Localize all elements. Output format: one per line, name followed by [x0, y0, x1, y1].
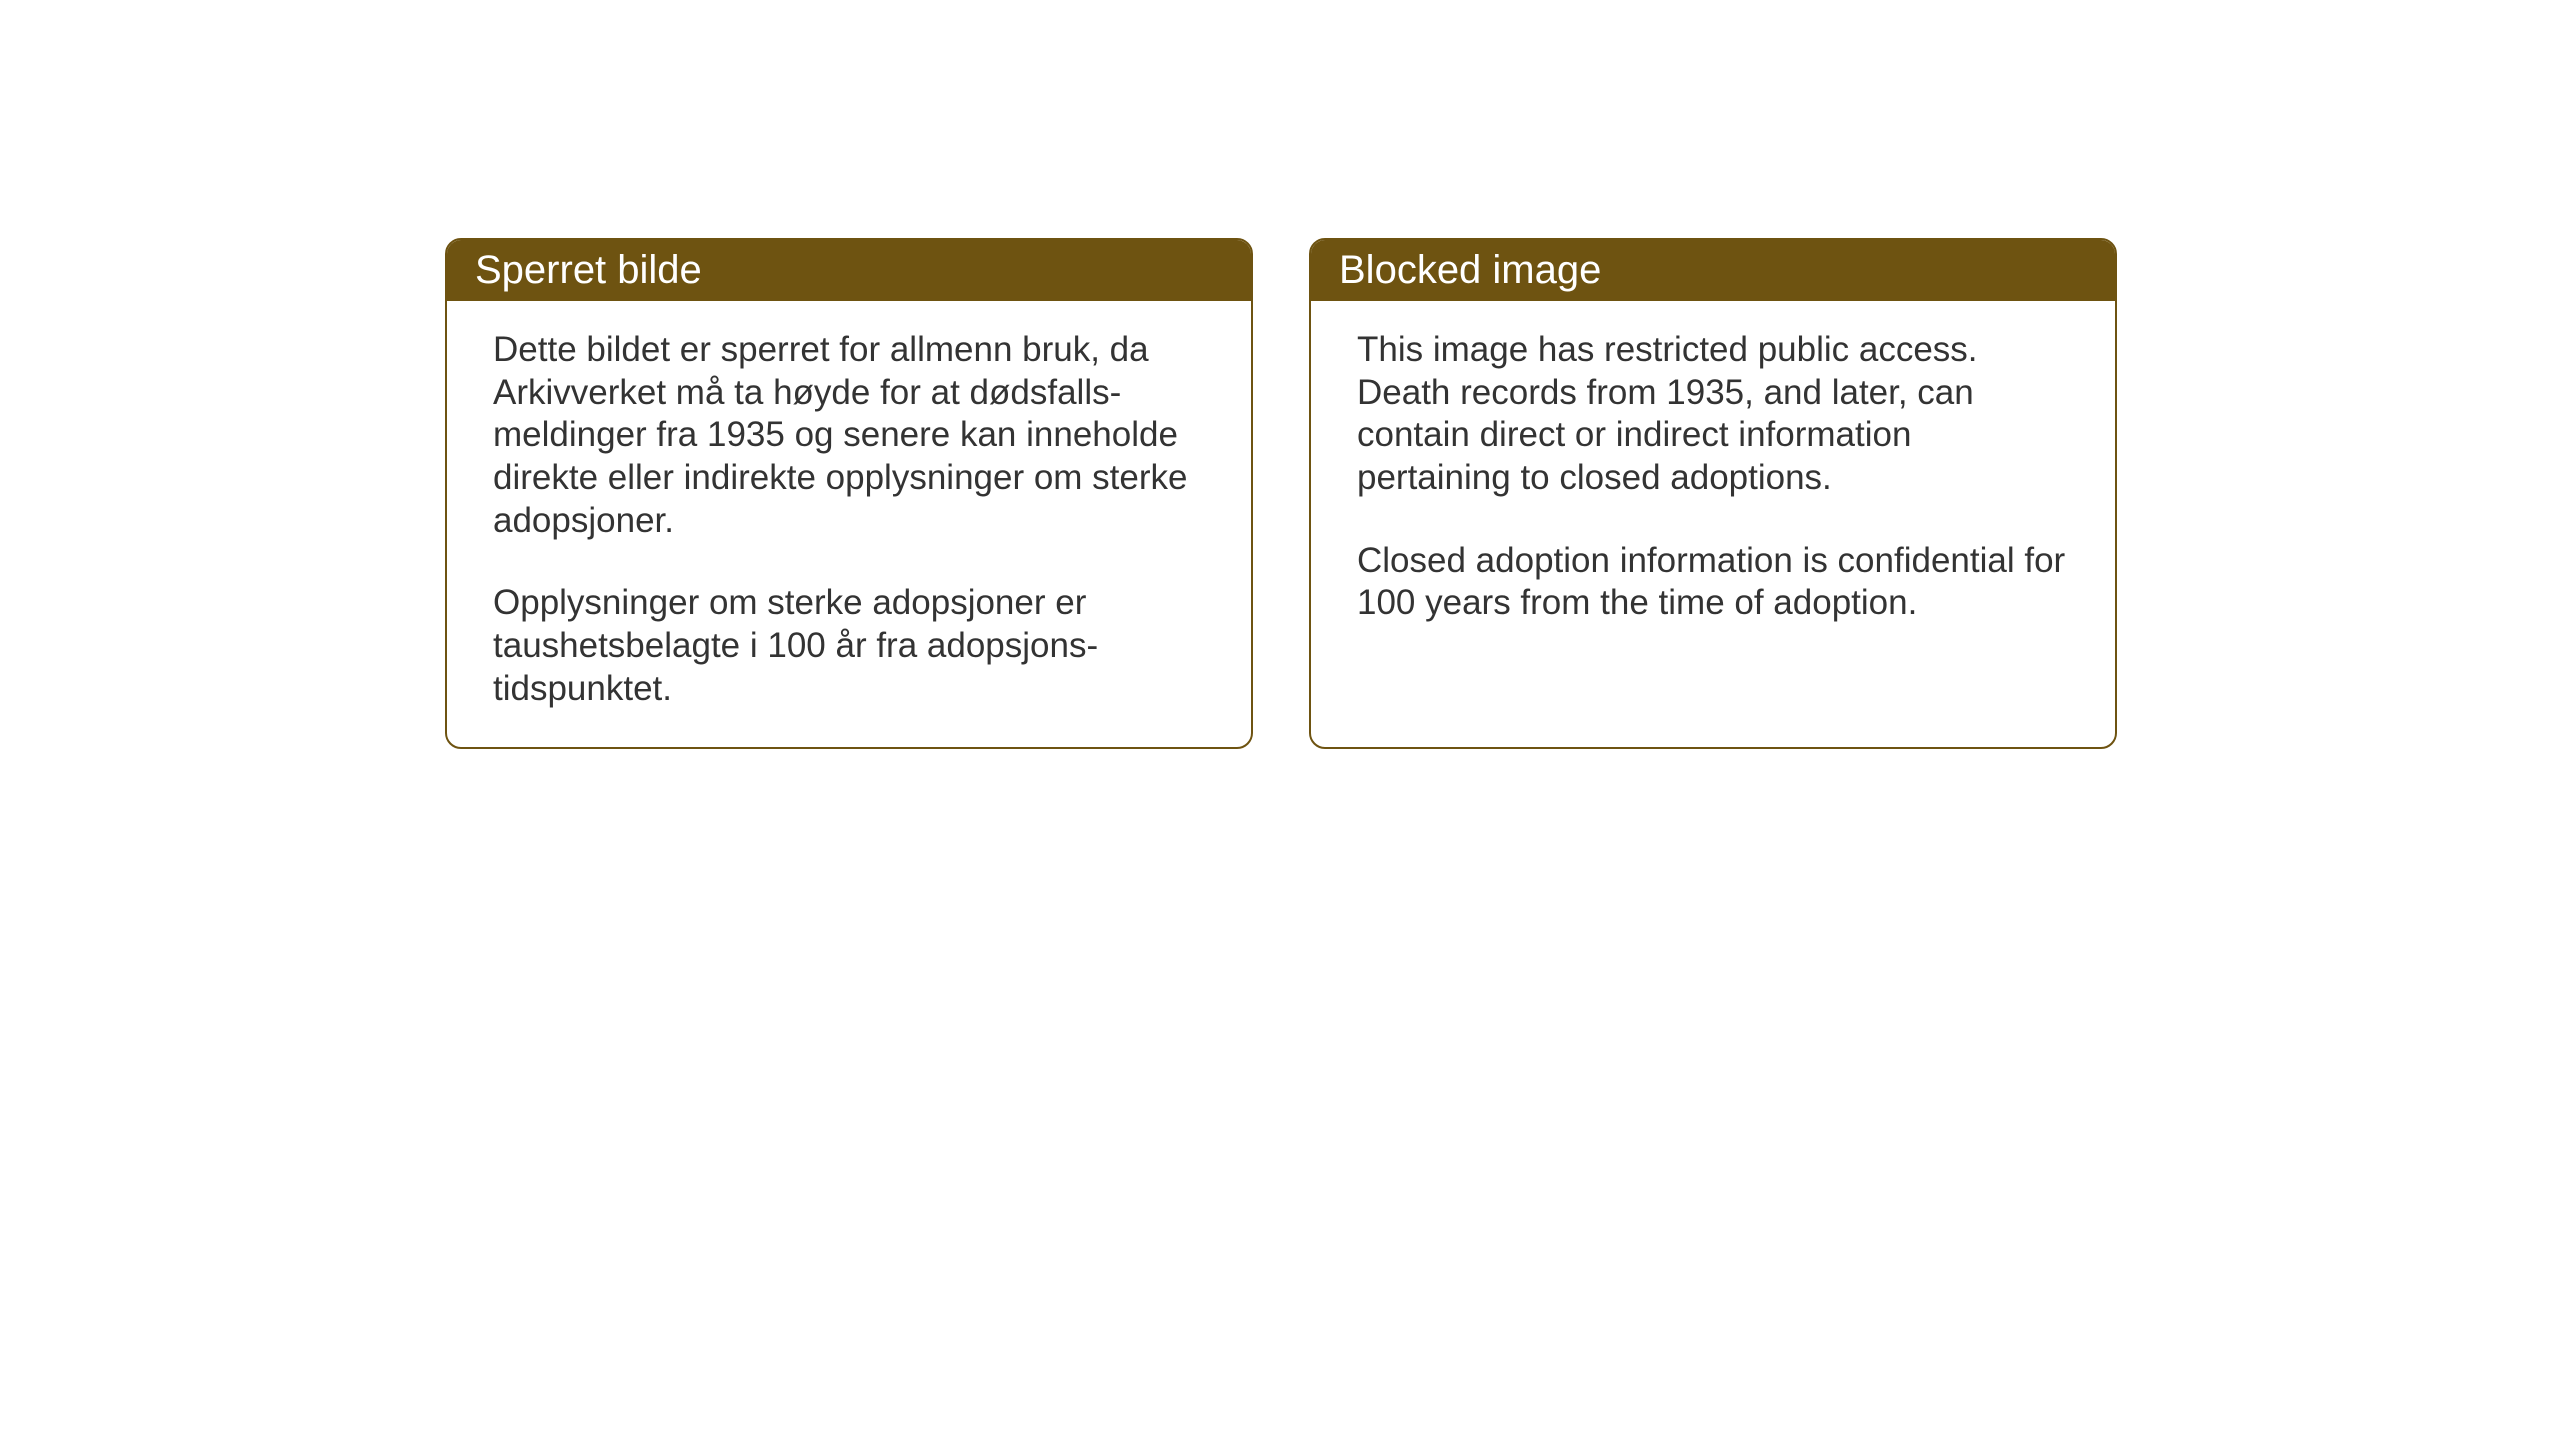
card-paragraph-norwegian-1: Dette bildet er sperret for allmenn bruk… [493, 329, 1205, 542]
card-paragraph-norwegian-2: Opplysninger om sterke adopsjoner er tau… [493, 582, 1205, 710]
notice-container: Sperret bilde Dette bildet er sperret fo… [445, 238, 2117, 749]
notice-card-english: Blocked image This image has restricted … [1309, 238, 2117, 749]
card-title-norwegian: Sperret bilde [475, 248, 702, 292]
card-title-english: Blocked image [1339, 248, 1601, 292]
card-header-norwegian: Sperret bilde [447, 240, 1251, 301]
card-header-english: Blocked image [1311, 240, 2115, 301]
notice-card-norwegian: Sperret bilde Dette bildet er sperret fo… [445, 238, 1253, 749]
card-body-english: This image has restricted public access.… [1311, 301, 2115, 661]
card-body-norwegian: Dette bildet er sperret for allmenn bruk… [447, 301, 1251, 747]
card-paragraph-english-1: This image has restricted public access.… [1357, 329, 2069, 500]
card-paragraph-english-2: Closed adoption information is confident… [1357, 540, 2069, 625]
